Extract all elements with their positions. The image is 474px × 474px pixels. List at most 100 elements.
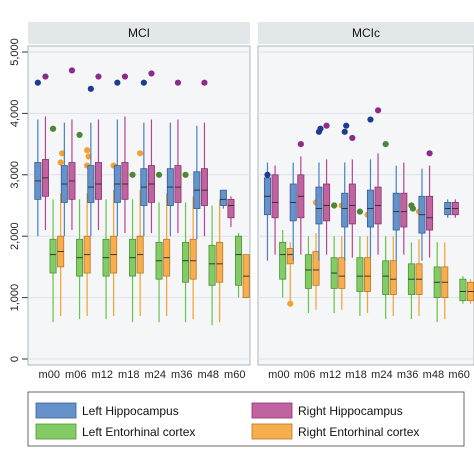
outlier-point — [331, 202, 338, 209]
x-tick-label: m18 — [118, 369, 139, 381]
outlier-point — [317, 125, 324, 132]
box-left_entorhinal — [356, 257, 364, 292]
outlier-point — [374, 107, 382, 114]
outlier-point — [42, 73, 49, 80]
outlier-point — [287, 300, 294, 307]
outlier-point — [85, 153, 92, 160]
y-tick-label: 2,000 — [9, 222, 21, 250]
outlier-point — [182, 171, 189, 178]
legend-label: Right Hippocampus — [298, 404, 403, 418]
box-right_hippocampus — [174, 165, 182, 203]
legend-swatch-right_entorhinal — [251, 423, 293, 440]
box-right_entorhinal — [389, 260, 397, 295]
y-tick-label: 1,000 — [9, 284, 21, 312]
outlier-point — [57, 159, 64, 166]
box-left_entorhinal — [459, 278, 467, 302]
outlier-point — [129, 171, 136, 178]
box-left_hippocampus — [219, 189, 227, 206]
panel-mcic: MCIc m00 m06 m12 m18 m24 m36 m48 m60 — [257, 22, 474, 381]
outlier-point — [95, 73, 102, 80]
outlier-point — [59, 150, 66, 157]
box-right_hippocampus — [227, 198, 235, 219]
y-tick-label: 4,000 — [9, 100, 21, 128]
legend-label: Left Hippocampus — [82, 404, 179, 418]
box-right_hippocampus — [121, 162, 129, 200]
outlier-point — [349, 134, 356, 142]
x-tick-label: m18 — [345, 369, 366, 381]
x-tick-label: m12 — [92, 369, 113, 381]
x-tick-label: m60 — [224, 369, 245, 381]
y-tick-label: 0 — [9, 356, 21, 362]
outlier-point — [49, 125, 57, 132]
box-right_hippocampus — [426, 195, 434, 231]
x-tick-label: m00 — [268, 369, 289, 381]
box-right_entorhinal — [364, 257, 372, 292]
legend-swatch-right_hippocampus — [251, 402, 293, 419]
outlier-point — [121, 73, 129, 80]
box-right_entorhinal — [286, 248, 294, 265]
outlier-point — [409, 205, 417, 212]
outlier-point — [356, 208, 364, 215]
box-left_hippocampus — [315, 186, 323, 225]
x-tick-label: m12 — [320, 369, 341, 381]
box-left_entorhinal — [182, 241, 190, 283]
box-right_hippocampus — [94, 162, 102, 200]
box-right_hippocampus — [400, 192, 408, 228]
outlier-point — [34, 79, 41, 86]
outlier-point — [84, 147, 91, 154]
box-left_hippocampus — [87, 165, 95, 203]
y-tick-label: 5,000 — [9, 38, 21, 66]
legend: Left Hippocampus Right Hippocampus Left En… — [27, 391, 465, 447]
legend-swatch-left_hippocampus — [35, 402, 77, 419]
box-right_entorhinal — [216, 241, 224, 283]
box-right_entorhinal — [338, 257, 346, 289]
outlier-point — [174, 79, 182, 86]
outlier-point — [343, 122, 350, 129]
panel-header — [258, 22, 474, 44]
x-tick-label: m06 — [65, 369, 86, 381]
x-tick-label: m36 — [397, 369, 418, 381]
outlier-point — [297, 141, 304, 148]
outlier-point — [87, 85, 94, 92]
x-tick-label: m00 — [39, 369, 60, 381]
outlier-point — [323, 122, 330, 129]
box-right_hippocampus — [200, 168, 208, 206]
outlier-point — [382, 141, 389, 148]
outlier-point — [137, 150, 144, 157]
outlier-point — [155, 171, 163, 178]
outlier-point — [201, 79, 208, 86]
box-right_hippocampus — [323, 183, 331, 222]
x-tick-label: m48 — [423, 369, 444, 381]
outlier-point — [426, 150, 433, 157]
box-left_entorhinal — [208, 245, 216, 286]
box-left_entorhinal — [49, 238, 57, 274]
box-left_entorhinal — [382, 260, 390, 295]
x-tick-label: m48 — [198, 369, 219, 381]
panel-title: MCI — [128, 26, 150, 40]
box-right_entorhinal — [189, 238, 197, 280]
box-left_entorhinal — [304, 254, 312, 289]
outlier-point — [140, 79, 147, 86]
x-tick-label: m60 — [448, 369, 469, 381]
outlier-point — [68, 67, 76, 74]
panel-header — [28, 22, 250, 44]
panel-mci: MCI m00 m06 m12 m18 m24 m36 m48 m60 — [27, 22, 251, 381]
plot-area — [27, 45, 251, 366]
outlier-point — [76, 131, 83, 138]
legend-swatch-left_entorhinal — [35, 423, 77, 440]
box-left_entorhinal — [279, 241, 287, 280]
outlier-point — [341, 128, 348, 135]
legend-label: Right Entorhinal cortex — [298, 425, 419, 439]
outlier-point — [264, 171, 271, 178]
x-tick-label: m36 — [171, 369, 192, 381]
legend-box — [27, 391, 465, 447]
legend-label: Left Entorhinal cortex — [82, 425, 195, 439]
box-right_hippocampus — [348, 183, 356, 225]
x-tick-label: m06 — [294, 369, 315, 381]
x-tick-label: m24 — [371, 369, 392, 381]
panel-title: MCIc — [352, 26, 380, 40]
x-tick-label: m24 — [145, 369, 166, 381]
box-left_hippocampus — [341, 192, 349, 228]
outlier-point — [148, 70, 155, 77]
